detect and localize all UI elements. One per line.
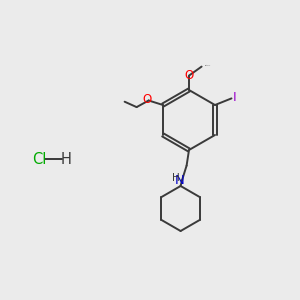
Text: H: H [172, 172, 179, 183]
Text: methoxy: methoxy [205, 65, 211, 66]
Text: O: O [143, 93, 152, 106]
Text: O: O [184, 69, 194, 82]
Text: N: N [175, 174, 184, 187]
Text: Cl: Cl [32, 152, 46, 166]
Text: I: I [233, 91, 236, 104]
Text: H: H [61, 152, 71, 166]
